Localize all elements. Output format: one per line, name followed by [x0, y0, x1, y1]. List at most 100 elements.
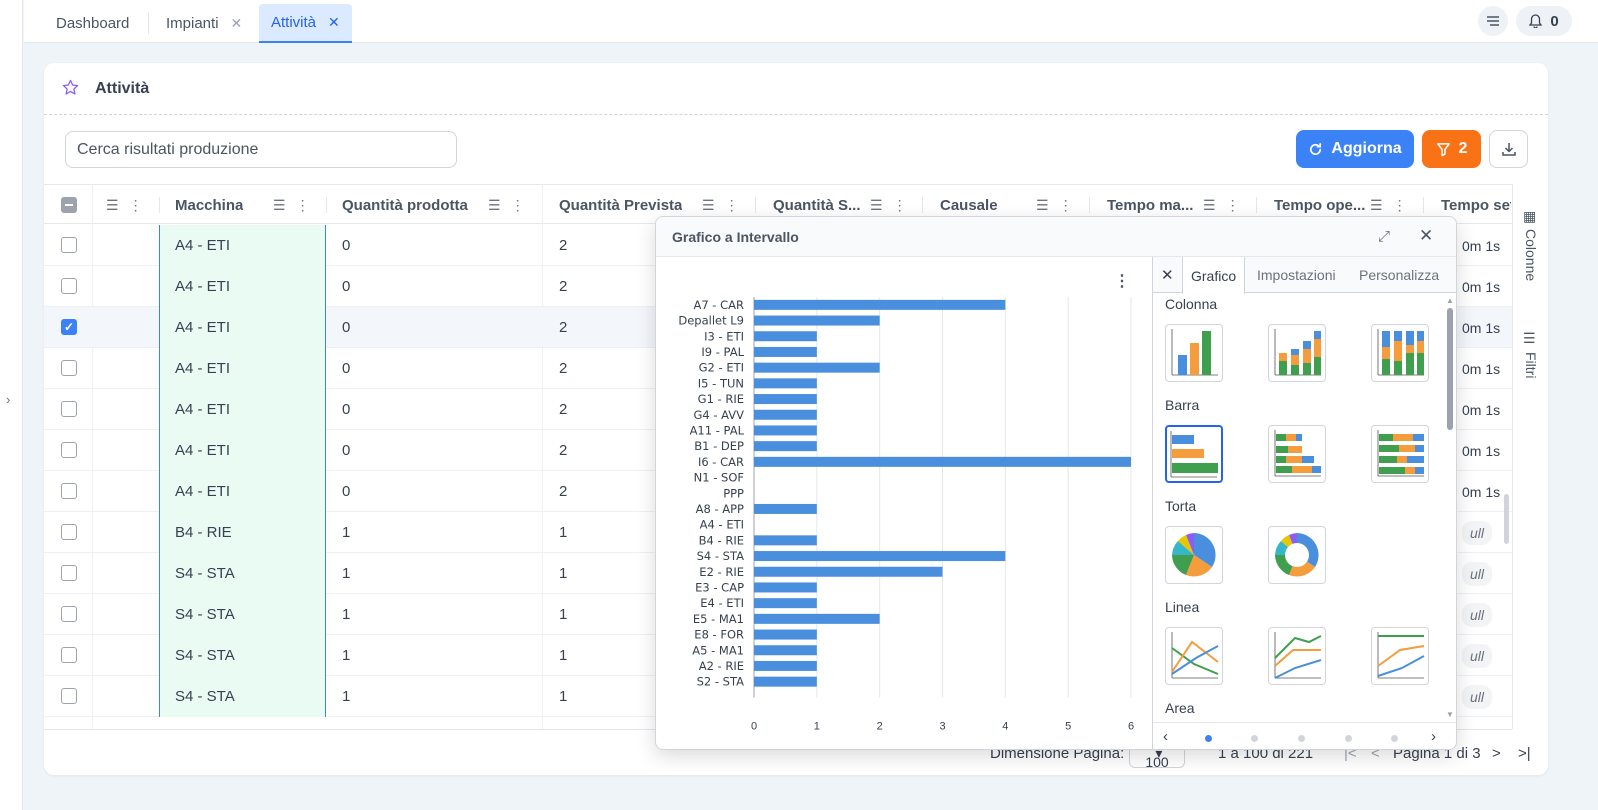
column-menu-icon[interactable]: ⋮: [1392, 197, 1407, 213]
prev-page-icon[interactable]: <: [1371, 745, 1380, 762]
column-header-tempo-ope[interactable]: Tempo ope...: [1274, 196, 1366, 214]
scroll-up-icon[interactable]: ▲: [1446, 296, 1454, 305]
row-checkbox[interactable]: ✓: [61, 319, 77, 335]
close-tool-panel-icon[interactable]: ✕: [1161, 267, 1174, 284]
column-filter-icon[interactable]: ☰: [1370, 197, 1383, 213]
column-filter-icon[interactable]: ☰: [1036, 197, 1049, 213]
column-filter-icon[interactable]: ☰: [1203, 197, 1216, 213]
chart-type-stacked-line[interactable]: [1268, 627, 1326, 685]
close-popup-icon[interactable]: ✕: [1419, 226, 1434, 245]
pager-dot[interactable]: [1251, 735, 1258, 742]
column-menu-icon[interactable]: ⋮: [724, 197, 739, 213]
tab-dashboard[interactable]: Dashboard: [44, 4, 141, 43]
chart-type-line[interactable]: [1165, 627, 1223, 685]
column-header-quantita-prevista[interactable]: Quantità Prevista: [559, 196, 683, 214]
column-header-causale[interactable]: Causale: [940, 196, 998, 214]
search-input[interactable]: [65, 131, 457, 168]
chart-type-stacked-column[interactable]: [1268, 324, 1326, 382]
prev-group-icon[interactable]: ‹: [1163, 728, 1168, 745]
cell-quantita-prodotta: 1: [342, 594, 350, 635]
filters-panel-tab[interactable]: Filtri: [1523, 352, 1539, 379]
cell-text: A4 - ETI: [175, 278, 231, 295]
y-category-label: I3 - ETI: [704, 329, 744, 343]
filters-panel-icon[interactable]: ☰: [1523, 330, 1536, 346]
cell-quantita-prevista: 2: [559, 389, 567, 430]
chart-type-normalized-bar[interactable]: [1371, 425, 1429, 483]
row-checkbox[interactable]: [61, 401, 77, 417]
last-page-icon[interactable]: >|: [1518, 745, 1531, 762]
row-checkbox[interactable]: [61, 360, 77, 376]
next-page-icon[interactable]: >: [1492, 745, 1501, 762]
tool-scrollbar[interactable]: ▲ ▼: [1443, 294, 1456, 722]
pager-dot[interactable]: [1391, 735, 1398, 742]
menu-button[interactable]: [1478, 6, 1508, 36]
x-tick-label: 1: [814, 721, 820, 733]
column-menu-icon[interactable]: ⋮: [1225, 197, 1240, 213]
cell-quantita-prodotta: 0: [342, 307, 350, 348]
scroll-thumb[interactable]: [1447, 308, 1453, 430]
chart-type-stacked-bar[interactable]: [1268, 425, 1326, 483]
tab-grafico[interactable]: Grafico: [1182, 257, 1246, 294]
column-menu-icon[interactable]: ⋮: [295, 197, 310, 213]
maximize-icon[interactable]: ⤢: [1378, 228, 1391, 245]
row-checkbox[interactable]: [61, 442, 77, 458]
row-checkbox[interactable]: [61, 483, 77, 499]
scroll-down-icon[interactable]: ▼: [1446, 710, 1454, 719]
column-header-quantita-s[interactable]: Quantità S...: [773, 196, 861, 214]
grid-scrollbar[interactable]: [1504, 494, 1509, 544]
next-group-icon[interactable]: ›: [1431, 728, 1436, 745]
select-all-checkbox[interactable]: [61, 197, 77, 213]
tab-impianti[interactable]: Impianti ✕: [154, 4, 254, 43]
row-checkbox[interactable]: [61, 688, 77, 704]
tab-attivita[interactable]: Attività ✕: [259, 4, 352, 43]
column-divider: [159, 197, 160, 213]
column-menu-icon[interactable]: ⋮: [1058, 197, 1073, 213]
cell-text: ull: [1470, 566, 1485, 582]
column-header-tempo-set[interactable]: Tempo set: [1441, 196, 1511, 214]
column-filter-icon[interactable]: ☰: [273, 197, 286, 213]
download-button[interactable]: [1489, 130, 1528, 168]
row-checkbox[interactable]: [61, 524, 77, 540]
column-menu-icon[interactable]: ⋮: [892, 197, 907, 213]
chart-type-grouped-bar[interactable]: [1165, 425, 1223, 483]
column-filter-icon[interactable]: ☰: [106, 197, 119, 213]
chart-type-donut[interactable]: [1268, 526, 1326, 584]
cell-macchina: A4 - ETI: [159, 471, 326, 512]
column-header-tempo-ma[interactable]: Tempo ma...: [1107, 196, 1194, 214]
close-tab-icon[interactable]: ✕: [230, 15, 243, 31]
expand-sidebar-icon[interactable]: ›: [6, 392, 11, 407]
pager-dot[interactable]: [1205, 735, 1212, 742]
columns-panel-tab[interactable]: Colonne: [1523, 229, 1539, 282]
y-category-label: A4 - ETI: [700, 518, 744, 532]
row-checkbox[interactable]: [61, 647, 77, 663]
columns-panel-icon[interactable]: ▦: [1523, 208, 1537, 224]
pager-dot[interactable]: [1345, 735, 1352, 742]
tab-impostazioni[interactable]: Impostazioni: [1249, 257, 1344, 293]
chart-type-pie[interactable]: [1165, 526, 1223, 584]
column-header-quantita-prodotta[interactable]: Quantità prodotta: [342, 196, 468, 214]
column-filter-icon[interactable]: ☰: [870, 197, 883, 213]
bar: [754, 645, 817, 656]
cell-tempo-set: 0m 1s: [1462, 348, 1500, 389]
chart-type-normalized-column[interactable]: [1371, 324, 1429, 382]
column-menu-icon[interactable]: ⋮: [510, 197, 525, 213]
pager-dot[interactable]: [1298, 735, 1305, 742]
favorite-star-icon[interactable]: [62, 79, 79, 99]
column-header-macchina[interactable]: Macchina: [175, 196, 244, 214]
column-filter-icon[interactable]: ☰: [702, 197, 715, 213]
chart-type-grouped-column[interactable]: [1165, 324, 1223, 382]
row-checkbox[interactable]: [61, 565, 77, 581]
filter-button[interactable]: 2: [1422, 130, 1481, 168]
chart-menu-icon[interactable]: ⋮: [1114, 273, 1130, 290]
group-area: Area: [1165, 700, 1195, 716]
chart-type-normalized-line[interactable]: [1371, 627, 1429, 685]
close-tab-icon[interactable]: ✕: [328, 14, 340, 30]
refresh-button[interactable]: Aggiorna: [1296, 130, 1414, 168]
column-filter-icon[interactable]: ☰: [488, 197, 501, 213]
row-checkbox[interactable]: [61, 278, 77, 294]
row-checkbox[interactable]: [61, 606, 77, 622]
tab-personalizza[interactable]: Personalizza: [1351, 257, 1447, 293]
column-menu-icon[interactable]: ⋮: [128, 197, 143, 213]
notifications-button[interactable]: 0: [1516, 6, 1572, 36]
row-checkbox[interactable]: [61, 237, 77, 253]
